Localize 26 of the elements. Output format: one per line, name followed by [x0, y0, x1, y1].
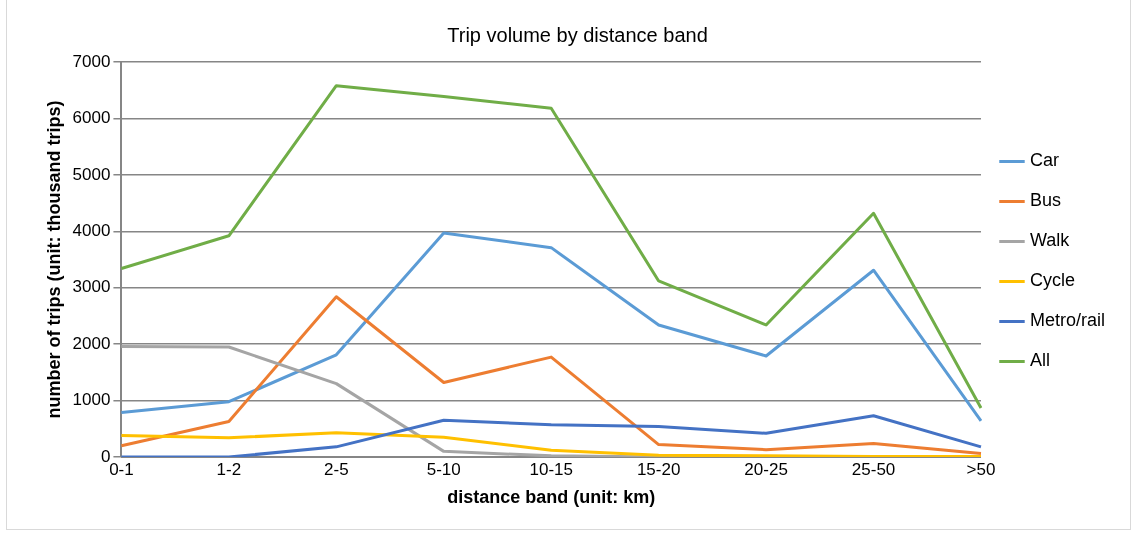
- legend-label: Metro/rail: [1029, 310, 1105, 331]
- x-tick-label: 20-25: [744, 459, 788, 479]
- legend-label: Bus: [1029, 190, 1062, 211]
- y-tick-label: 3000: [72, 277, 111, 297]
- x-tick-label: 25-50: [851, 459, 896, 479]
- chart-title: Trip volume by distance band: [447, 23, 708, 46]
- legend-label: All: [1029, 350, 1050, 371]
- x-tick-label: 10-15: [529, 459, 573, 479]
- y-tick-label: 0: [100, 446, 111, 466]
- x-tick-label: >50: [966, 459, 996, 479]
- y-tick-label: 5000: [72, 164, 111, 184]
- y-axis-title: number of trips (unit: thousand trips): [43, 100, 64, 419]
- y-tick-label: 6000: [72, 108, 111, 128]
- legend-label: Car: [1029, 150, 1059, 171]
- y-tick-label: 4000: [72, 220, 111, 240]
- x-tick-label: 15-20: [636, 459, 681, 479]
- y-tick-label: 1000: [72, 390, 111, 410]
- x-tick-label: 5-10: [426, 459, 461, 479]
- y-tick-label: 2000: [72, 333, 111, 353]
- y-tick-label: 7000: [72, 51, 111, 71]
- legend-label: Walk: [1029, 230, 1071, 251]
- legend-label: Cycle: [1029, 270, 1075, 291]
- x-tick-label: 1-2: [216, 459, 242, 479]
- x-tick-label: 2-5: [324, 459, 349, 479]
- x-axis-title: distance band (unit: km): [447, 487, 656, 508]
- x-tick-label: 0-1: [109, 459, 134, 479]
